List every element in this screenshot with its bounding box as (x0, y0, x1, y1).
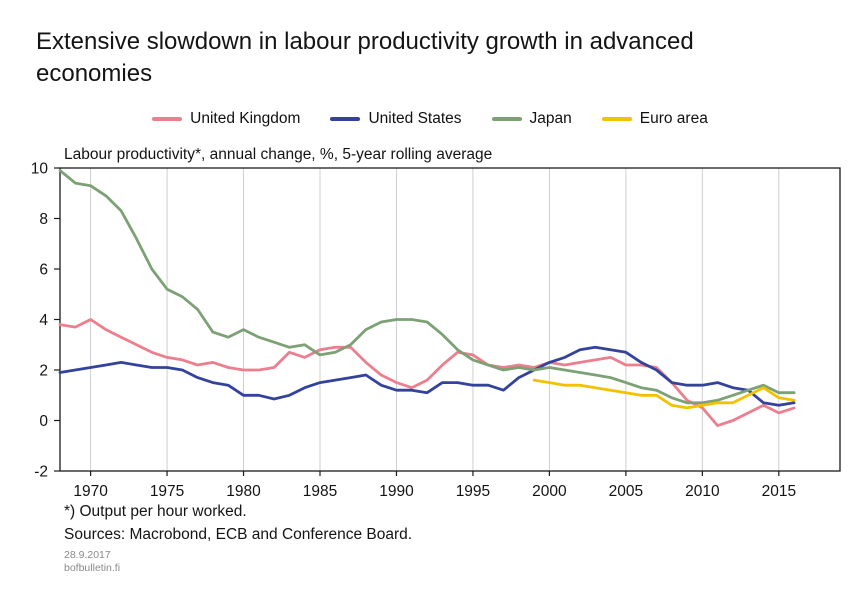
legend-label-euro-area: Euro area (639, 110, 708, 127)
y-tick-label: 0 (39, 413, 48, 430)
x-tick-label: 1990 (379, 483, 414, 500)
y-tick-label: 2 (39, 363, 48, 380)
footnote-sources: Sources: Macrobond, ECB and Conference B… (64, 526, 413, 543)
series-line-united-states (58, 345, 796, 407)
x-tick-label: 1970 (73, 483, 108, 500)
x-tick-label: 1975 (150, 483, 184, 500)
footnote-site: bofbulletin.fi (64, 562, 121, 575)
legend-item-japan: Japan (491, 110, 572, 128)
x-tick-label: 2000 (532, 483, 567, 500)
x-tick-label: 1980 (226, 483, 261, 500)
legend-swatch-japan (491, 117, 522, 121)
series-line-united-kingdom (58, 318, 796, 428)
chart-title: Extensive slowdown in labour productivit… (36, 28, 694, 88)
chart-subtitle: Labour productivity*, annual change, %, … (64, 146, 493, 163)
x-tick-label: 2010 (685, 483, 720, 500)
chart-footer: *) Output per hour worked. Sources: Macr… (64, 503, 412, 575)
series-line-euro-area (532, 378, 796, 410)
legend-item-euro-area: Euro area (601, 110, 708, 128)
y-tick-label: 10 (31, 162, 49, 178)
legend-item-united-states: United States (330, 110, 462, 128)
plot-border (59, 167, 841, 472)
chart-legend: United Kingdom United States Japan Euro are… (0, 110, 860, 128)
legend-label-japan: Japan (529, 110, 572, 127)
footnote-date: 28.9.2017 (64, 549, 111, 561)
x-tick-label: 2015 (762, 483, 796, 500)
series-line-japan (58, 169, 796, 405)
productivity-line-chart: -2 0 2 4 6 8 10 1970 1975 1980 1985 1990 1995 2000 200… (31, 162, 841, 500)
y-tick-label: -2 (34, 464, 48, 481)
x-tick-label: 2005 (609, 483, 643, 500)
legend-label-united-states: United States (368, 110, 462, 127)
x-tick-label: 1985 (303, 483, 337, 500)
y-tick-label: 8 (39, 211, 48, 228)
legend-swatch-united-states (330, 117, 361, 121)
y-tick-label: 4 (39, 312, 48, 329)
legend-item-united-kingdom: United Kingdom (152, 110, 300, 128)
x-tick-label: 1995 (456, 483, 490, 500)
legend-label-united-kingdom: United Kingdom (190, 110, 301, 127)
legend-swatch-euro-area (601, 117, 632, 121)
footnote-output: *) Output per hour worked. (64, 503, 247, 520)
y-tick-label: 6 (39, 262, 48, 279)
legend-swatch-united-kingdom (152, 117, 183, 121)
